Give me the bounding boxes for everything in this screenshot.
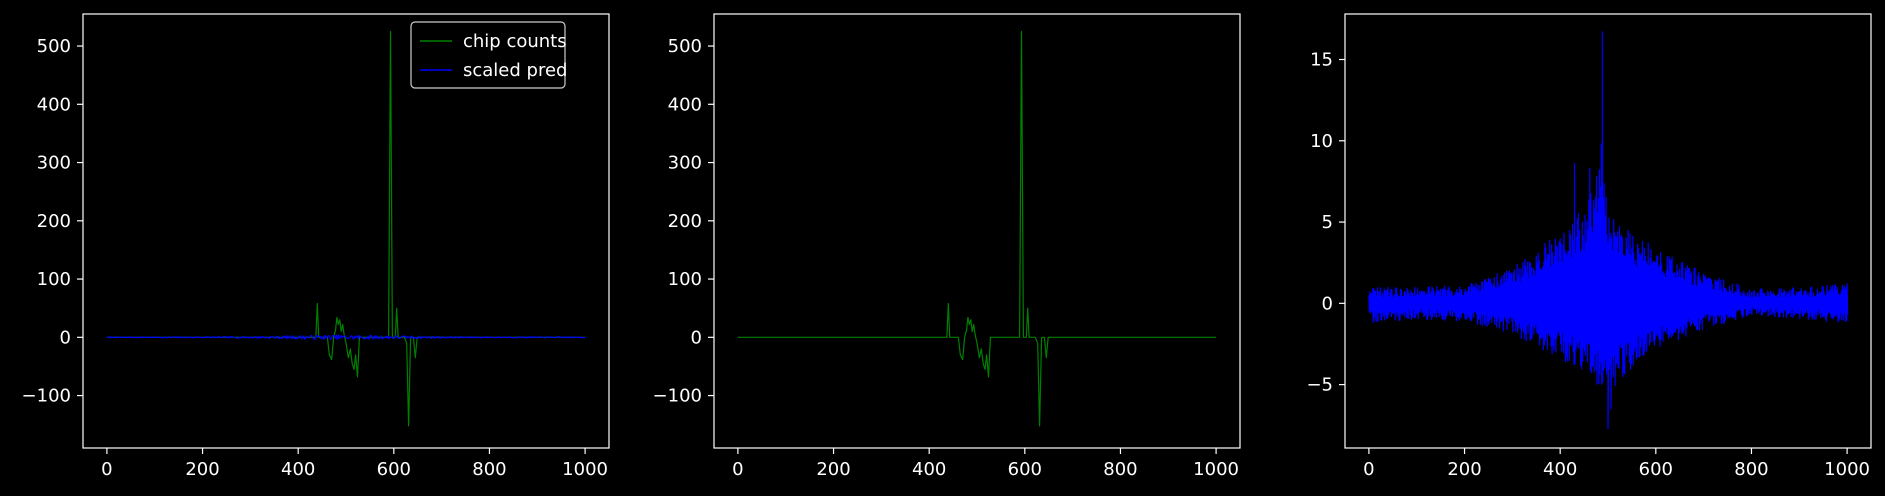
y-tick-label: 200: [668, 211, 702, 232]
x-tick-label: 800: [472, 459, 506, 480]
y-tick-label: 5: [1322, 212, 1333, 233]
y-tick-label: 300: [668, 153, 702, 174]
y-tick-label: 200: [37, 211, 71, 232]
x-tick-label: 800: [1103, 459, 1137, 480]
x-tick-label: 200: [1447, 459, 1481, 480]
x-tick-label: 600: [377, 459, 411, 480]
y-tick-label: −5: [1306, 375, 1333, 396]
legend-label-scaled-pred: scaled pred: [463, 60, 567, 81]
x-tick-label: 1000: [562, 459, 608, 480]
x-tick-label: 400: [281, 459, 315, 480]
y-tick-label: 15: [1310, 50, 1333, 71]
y-tick-label: 300: [37, 153, 71, 174]
y-tick-label: 500: [668, 36, 702, 57]
y-tick-label: −100: [653, 386, 702, 407]
x-tick-label: 400: [912, 459, 946, 480]
x-tick-label: 1000: [1193, 459, 1239, 480]
x-tick-label: 800: [1734, 459, 1768, 480]
x-tick-label: 400: [1543, 459, 1577, 480]
y-tick-label: −100: [22, 386, 71, 407]
y-tick-label: 0: [1322, 293, 1333, 314]
y-tick-label: 10: [1310, 131, 1333, 152]
x-tick-label: 0: [1363, 459, 1374, 480]
x-tick-label: 0: [732, 459, 743, 480]
x-tick-label: 600: [1008, 459, 1042, 480]
y-tick-label: 100: [37, 269, 71, 290]
x-tick-label: 200: [816, 459, 850, 480]
y-tick-label: 0: [60, 327, 71, 348]
x-tick-label: 0: [101, 459, 112, 480]
y-tick-label: 400: [668, 94, 702, 115]
y-tick-label: 100: [668, 269, 702, 290]
x-tick-label: 600: [1639, 459, 1673, 480]
y-tick-label: 400: [37, 94, 71, 115]
x-tick-label: 200: [185, 459, 219, 480]
legend-label-chip-counts: chip counts: [463, 31, 567, 52]
y-tick-label: 0: [691, 327, 702, 348]
x-tick-label: 1000: [1824, 459, 1870, 480]
y-tick-label: 500: [37, 36, 71, 57]
chart-legend: chip counts scaled pred: [411, 22, 567, 88]
